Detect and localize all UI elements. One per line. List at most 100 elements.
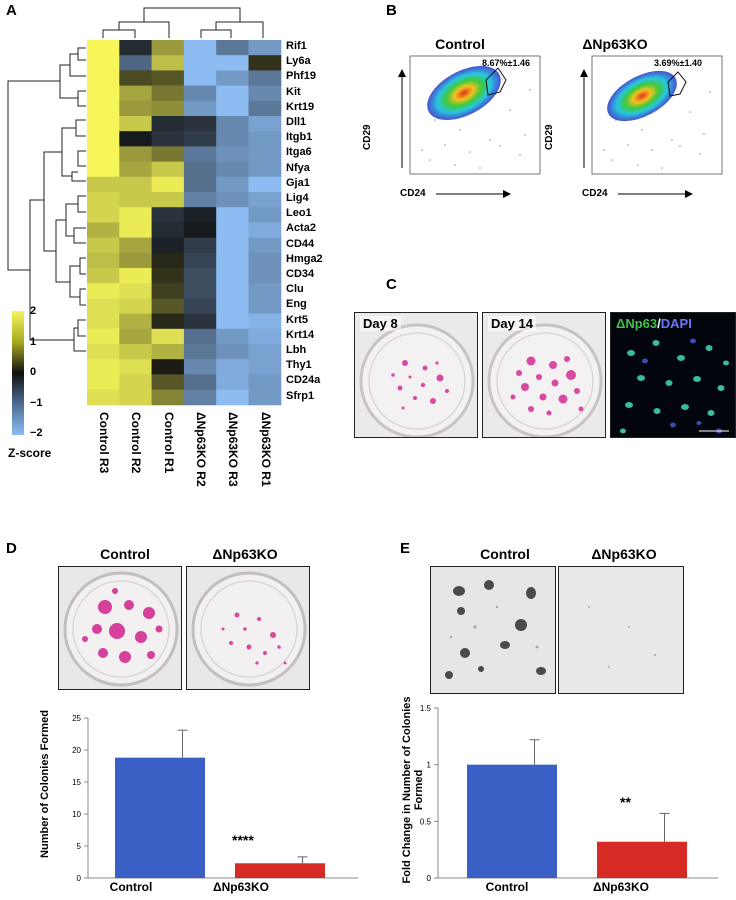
heatmap-cell [151, 146, 185, 163]
day14-label: Day 14 [488, 316, 536, 331]
gene-label: Nfya [286, 161, 310, 174]
flow-ko-title: ΔNp63KO [582, 36, 648, 52]
heatmap-cell [216, 192, 249, 208]
heatmap-cell [151, 40, 185, 56]
column-dendrogram [102, 7, 264, 38]
heatmap-cell [248, 40, 282, 56]
heatmap-cell [119, 268, 153, 284]
colony-xcat-ko: ΔNp63KO [213, 880, 269, 894]
heatmap-cell [151, 374, 185, 391]
heatmap-cell [216, 359, 249, 375]
panel-letter-d: D [6, 540, 17, 557]
heatmap-cell [248, 298, 282, 315]
scale-tick-0: 0 [30, 366, 37, 378]
day14-image [482, 312, 606, 438]
gene-label: Sfrp1 [286, 389, 315, 402]
heatmap-cell [151, 359, 185, 375]
heatmap-cell [151, 55, 185, 71]
heatmap-cell [151, 344, 185, 360]
day8-label: Day 8 [360, 316, 401, 331]
heatmap-cell [151, 389, 185, 406]
heatmap-cell [216, 283, 249, 299]
heatmap-cell [248, 252, 282, 269]
heatmap-cell [87, 176, 120, 193]
y-tick-label: 0 [77, 874, 82, 883]
fold-chart-ylabel: Fold Change in Number of Colonies Formed [401, 696, 425, 884]
gene-label: Acta2 [286, 222, 316, 235]
gene-label: Leo1 [286, 207, 312, 220]
heatmap-cell [248, 328, 282, 345]
flow-control-plot [398, 55, 541, 198]
gene-label: Itgb1 [286, 131, 313, 144]
gene-label: Kit [286, 85, 301, 98]
heatmap-cell [183, 389, 217, 406]
heatmap-cell [216, 237, 249, 254]
heatmap-cell [87, 328, 120, 345]
heatmap-cell [119, 192, 153, 208]
heatmap-cell [87, 344, 120, 360]
sample-label: Control R2 [129, 412, 144, 474]
flow-control-ylabel: CD29 [362, 124, 373, 150]
scale-tick-m1: −1 [30, 397, 43, 409]
colony-xcat-control: Control [109, 880, 153, 894]
gene-label: Lbh [286, 344, 307, 356]
heatmap-cell [248, 131, 282, 147]
heatmap-cell [216, 100, 249, 117]
bar-ko [235, 863, 325, 878]
gene-label: CD24a [286, 374, 321, 387]
heatmap-cell [216, 328, 249, 345]
heatmap-cell [87, 161, 120, 178]
colony-ko-dish [186, 566, 310, 690]
heatmap-cell [183, 161, 217, 178]
flow-control-scatter [421, 89, 531, 169]
heatmap-cell [87, 313, 120, 330]
heatmap-cell [87, 359, 120, 375]
gene-label: Rif1 [286, 40, 307, 52]
panel-letter-b: B [386, 2, 397, 19]
heatmap-cell [216, 40, 249, 56]
heatmap-cell [248, 207, 282, 223]
gene-label: Hmga2 [286, 252, 323, 265]
gene-label: Krt19 [286, 100, 315, 113]
colony-significance: **** [232, 832, 254, 848]
heatmap-cell [216, 222, 249, 239]
heatmap-cell [151, 192, 185, 208]
heatmap-cell [87, 237, 120, 254]
heatmap-cell [216, 146, 249, 163]
heatmap-cell [151, 252, 185, 269]
sample-label: Control R1 [161, 412, 176, 474]
heatmap-cell [248, 70, 282, 87]
gene-label: Dll1 [286, 116, 307, 128]
gene-label: Clu [286, 283, 304, 296]
heatmap-cell [119, 70, 153, 87]
y-tick-label: 1.5 [420, 704, 432, 713]
row-dendrogram [7, 47, 86, 352]
flow-control-percentage: 8.67%±1.46 [482, 58, 530, 68]
heatmap-cell [151, 207, 185, 223]
panel-letter-c: C [386, 276, 397, 293]
heatmap-cell [87, 146, 120, 163]
heatmap-cell [216, 70, 249, 87]
heatmap-cell [183, 237, 217, 254]
flow-control-xlabel: CD24 [400, 188, 426, 199]
flow-ko-ylabel: CD29 [544, 124, 555, 150]
y-tick-label: 10 [72, 810, 81, 819]
colony-ko-title: ΔNp63KO [212, 546, 278, 562]
colony-control-dish [58, 566, 182, 690]
gene-label: Itga6 [286, 146, 312, 159]
heatmap-cell [119, 207, 153, 223]
y-tick-label: 0 [427, 874, 432, 883]
flow-plots [398, 55, 723, 198]
heatmap-cell [248, 268, 282, 284]
heatmap-cell [248, 85, 282, 102]
heatmap-cell [183, 222, 217, 239]
gene-label: CD44 [286, 237, 315, 250]
gene-label: Krt5 [286, 313, 309, 326]
heatmap-cell [87, 268, 120, 284]
y-tick-label: 1 [427, 761, 432, 770]
heatmap-cell [216, 176, 249, 193]
fold-xcat-ko: ΔNp63KO [593, 880, 649, 894]
heatmap-cell [248, 146, 282, 163]
heatmap-cell [183, 100, 217, 117]
heatmap-figure [7, 7, 282, 406]
